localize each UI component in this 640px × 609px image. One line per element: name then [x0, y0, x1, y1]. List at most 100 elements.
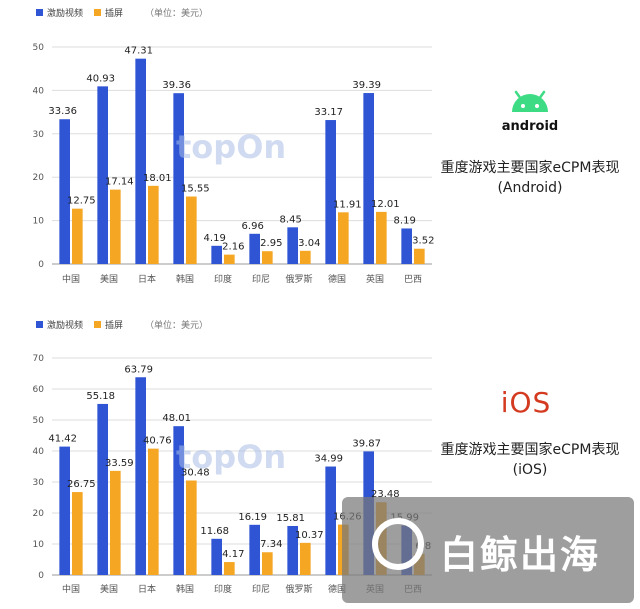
chart1-bar-interstitial [300, 250, 311, 264]
chart2-bar-rewarded [325, 466, 336, 575]
chart1-value-label-interstitial: 2.16 [222, 242, 244, 253]
chart2-ytick-label: 60 [33, 385, 45, 395]
chart1-value-label-rewarded: 4.19 [204, 233, 226, 244]
chart2-category-label: 印度 [214, 583, 232, 595]
chart2-bar-interstitial [148, 448, 159, 575]
chart1-category-label: 俄罗斯 [285, 273, 312, 285]
chart1-ytick-label: 30 [33, 130, 45, 140]
chart2-legend-label-rewarded: 激励视频 [47, 319, 83, 331]
chart1-category-label: 巴西 [404, 274, 422, 285]
chart1-bar-rewarded [135, 58, 146, 265]
android-logo-text: android [502, 119, 558, 134]
chart1-ytick-label: 40 [33, 86, 45, 96]
chart1-category-label: 德国 [328, 273, 346, 285]
chart1-bar-interstitial [72, 208, 83, 264]
chart1-value-label-interstitial: 12.75 [67, 196, 96, 207]
chart2-unit-note: （单位：美元） [145, 319, 208, 331]
chart2-category-label: 日本 [138, 583, 156, 595]
chart2-category-label: 中国 [62, 583, 80, 595]
chart1-value-label-interstitial: 3.04 [298, 238, 320, 249]
chart1-bar-interstitial [224, 254, 235, 264]
android-title: 重度游戏主要国家eCPM表现 (Android) [430, 158, 630, 198]
ios-title: 重度游戏主要国家eCPM表现 (iOS) [430, 440, 630, 480]
chart2-bar-interstitial [224, 562, 235, 575]
chart1-bar-rewarded [211, 245, 222, 264]
android-logo-icon: android [502, 90, 558, 134]
chart1-unit-note: （单位：美元） [145, 7, 208, 19]
chart1-value-label-rewarded: 47.31 [124, 46, 153, 57]
chart2-bar-interstitial [72, 492, 83, 575]
chart1-value-label-interstitial: 3.52 [412, 236, 434, 247]
chart1-ytick-label: 10 [33, 217, 45, 227]
chart1-value-label-rewarded: 33.36 [48, 106, 77, 117]
chart2-ytick-label: 50 [33, 416, 45, 426]
chart2-value-label-rewarded: 34.99 [314, 454, 343, 465]
chart1-bar-interstitial [148, 185, 159, 264]
chart1-legend-label-rewarded: 激励视频 [47, 7, 83, 19]
chart1-value-label-interstitial: 12.01 [371, 199, 400, 210]
ios-logo: iOS [500, 386, 552, 419]
chart2-category-label: 美国 [100, 583, 118, 595]
chart1-value-label-rewarded: 40.93 [86, 73, 115, 84]
chart1-bar-rewarded [97, 86, 108, 264]
chart2-category-label: 印尼 [252, 583, 270, 595]
chart2-ytick-label: 0 [38, 571, 44, 581]
brand-watermark-text: 白鲸出海 [440, 533, 601, 577]
chart1-value-label-rewarded: 33.17 [314, 107, 343, 118]
chart2-bar-rewarded [211, 538, 222, 575]
chart2-ytick-label: 20 [33, 509, 45, 519]
chart2-value-label-interstitial: 26.75 [67, 479, 96, 490]
chart1-value-label-rewarded: 6.96 [242, 221, 264, 232]
chart2-value-label-rewarded: 11.68 [200, 526, 229, 537]
chart2-category-label: 俄罗斯 [285, 583, 312, 595]
android-title-line2: (Android) [497, 180, 563, 196]
chart1-ytick-label: 20 [33, 173, 45, 183]
chart1-value-label-rewarded: 39.39 [352, 80, 381, 91]
chart1-legend-swatch-rewarded [36, 9, 43, 16]
chart2-ytick-label: 40 [33, 447, 45, 457]
chart2-category-label: 韩国 [176, 583, 194, 595]
chart2-bar-rewarded [173, 426, 184, 575]
chart1-bar-rewarded [287, 227, 298, 264]
chart2-value-label-rewarded: 63.79 [124, 364, 153, 375]
chart1-bar-rewarded [59, 119, 70, 265]
topon-watermark-2: topOn [176, 438, 287, 476]
chart2-ytick-label: 70 [33, 354, 45, 364]
chart1-bar-interstitial [376, 211, 387, 264]
chart1-category-label: 日本 [138, 273, 156, 285]
chart2-value-label-interstitial: 4.17 [222, 549, 244, 560]
chart2-value-label-interstitial: 40.76 [143, 436, 172, 447]
chart1-bar-interstitial [110, 189, 121, 264]
chart2-bar-interstitial [186, 480, 197, 575]
chart2-bar-interstitial [300, 542, 311, 575]
chart1-bar-rewarded [363, 93, 374, 265]
chart2-value-label-interstitial: 33.59 [105, 458, 134, 469]
chart2-bar-rewarded [135, 377, 146, 575]
chart2-value-label-interstitial: 30.48 [181, 468, 210, 479]
chart1-ytick-label: 0 [38, 260, 44, 270]
ios-title-line1: 重度游戏主要国家eCPM表现 [440, 442, 620, 458]
chart1-category-label: 美国 [100, 273, 118, 285]
chart1-legend-swatch-interstitial [94, 9, 101, 16]
chart2-value-label-rewarded: 48.01 [162, 413, 191, 424]
chart1-category-label: 中国 [62, 273, 80, 285]
chart1-value-label-rewarded: 39.36 [162, 80, 191, 91]
chart1-bar-interstitial [338, 212, 349, 264]
chart1-value-label-interstitial: 15.55 [181, 184, 210, 195]
chart2-value-label-rewarded: 55.18 [86, 391, 115, 402]
topon-watermark: topOn [176, 128, 287, 166]
chart2-ytick-label: 30 [33, 478, 45, 488]
chart1-bar-interstitial [262, 251, 273, 264]
chart2-value-label-interstitial: 7.34 [260, 539, 282, 550]
chart2-bar-interstitial [262, 552, 273, 575]
chart1-category-label: 韩国 [176, 273, 194, 285]
chart1-bar-rewarded [325, 120, 336, 264]
chart1-value-label-rewarded: 8.19 [394, 215, 416, 226]
chart1-bar-rewarded [249, 233, 260, 264]
chart2-legend-swatch-rewarded [36, 321, 43, 328]
chart2-legend-swatch-interstitial [94, 321, 101, 328]
chart1-value-label-interstitial: 2.95 [260, 238, 282, 249]
brand-logo-icon [372, 518, 424, 570]
chart1-bar-interstitial [414, 248, 425, 264]
android-title-line1: 重度游戏主要国家eCPM表现 [440, 160, 620, 176]
